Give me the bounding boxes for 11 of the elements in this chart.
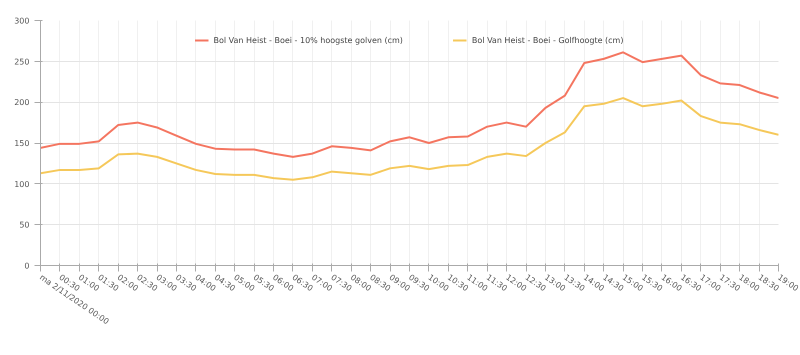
y-tick-label: 100 xyxy=(14,180,30,189)
legend-label: Bol Van Heist - Boei - 10% hoogste golven (cm) xyxy=(214,36,403,44)
y-tick-label: 300 xyxy=(14,16,30,26)
line-series xyxy=(40,51,778,158)
line-series xyxy=(40,97,778,181)
y-tick-label: 50 xyxy=(19,220,30,230)
y-tick-label: 200 xyxy=(14,98,30,108)
y-tick-label: 0 xyxy=(24,262,30,270)
y-tick-label: 150 xyxy=(14,139,30,148)
legend-label: Bol Van Heist - Boei - Golfhoogte (cm) xyxy=(472,36,624,44)
y-tick-label: 250 xyxy=(14,57,30,66)
